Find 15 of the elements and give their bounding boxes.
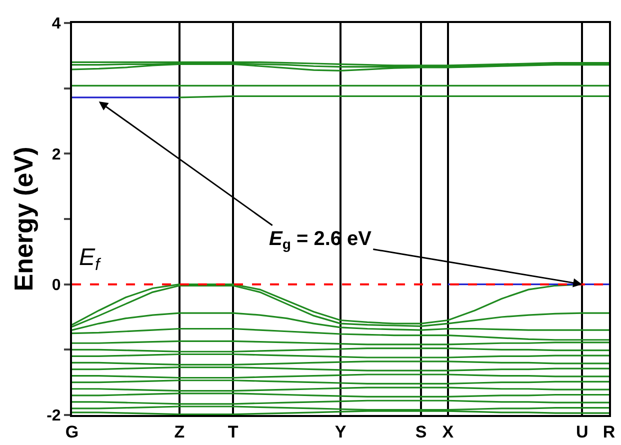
y-tick-label: 0 bbox=[52, 276, 61, 294]
x-tick-label: S bbox=[415, 422, 427, 442]
x-tick-label: G bbox=[65, 422, 79, 442]
y-axis-title: Energy (eV) bbox=[8, 146, 38, 292]
x-tick-label: R bbox=[602, 422, 616, 442]
x-tick-label: Y bbox=[334, 422, 347, 442]
x-tick-label: Z bbox=[174, 422, 185, 442]
y-tick-label: -2 bbox=[46, 408, 61, 425]
y-tick-label: 4 bbox=[52, 16, 61, 33]
annotation: E$_{g}$ = 2.6 eV bbox=[269, 228, 372, 252]
x-tick-label: U bbox=[576, 422, 588, 442]
y-tick-label: 2 bbox=[52, 146, 61, 164]
ref-line-label: E$_{f}$ bbox=[79, 244, 102, 274]
x-tick-label: X bbox=[442, 422, 454, 442]
x-tick-label: T bbox=[228, 422, 239, 442]
